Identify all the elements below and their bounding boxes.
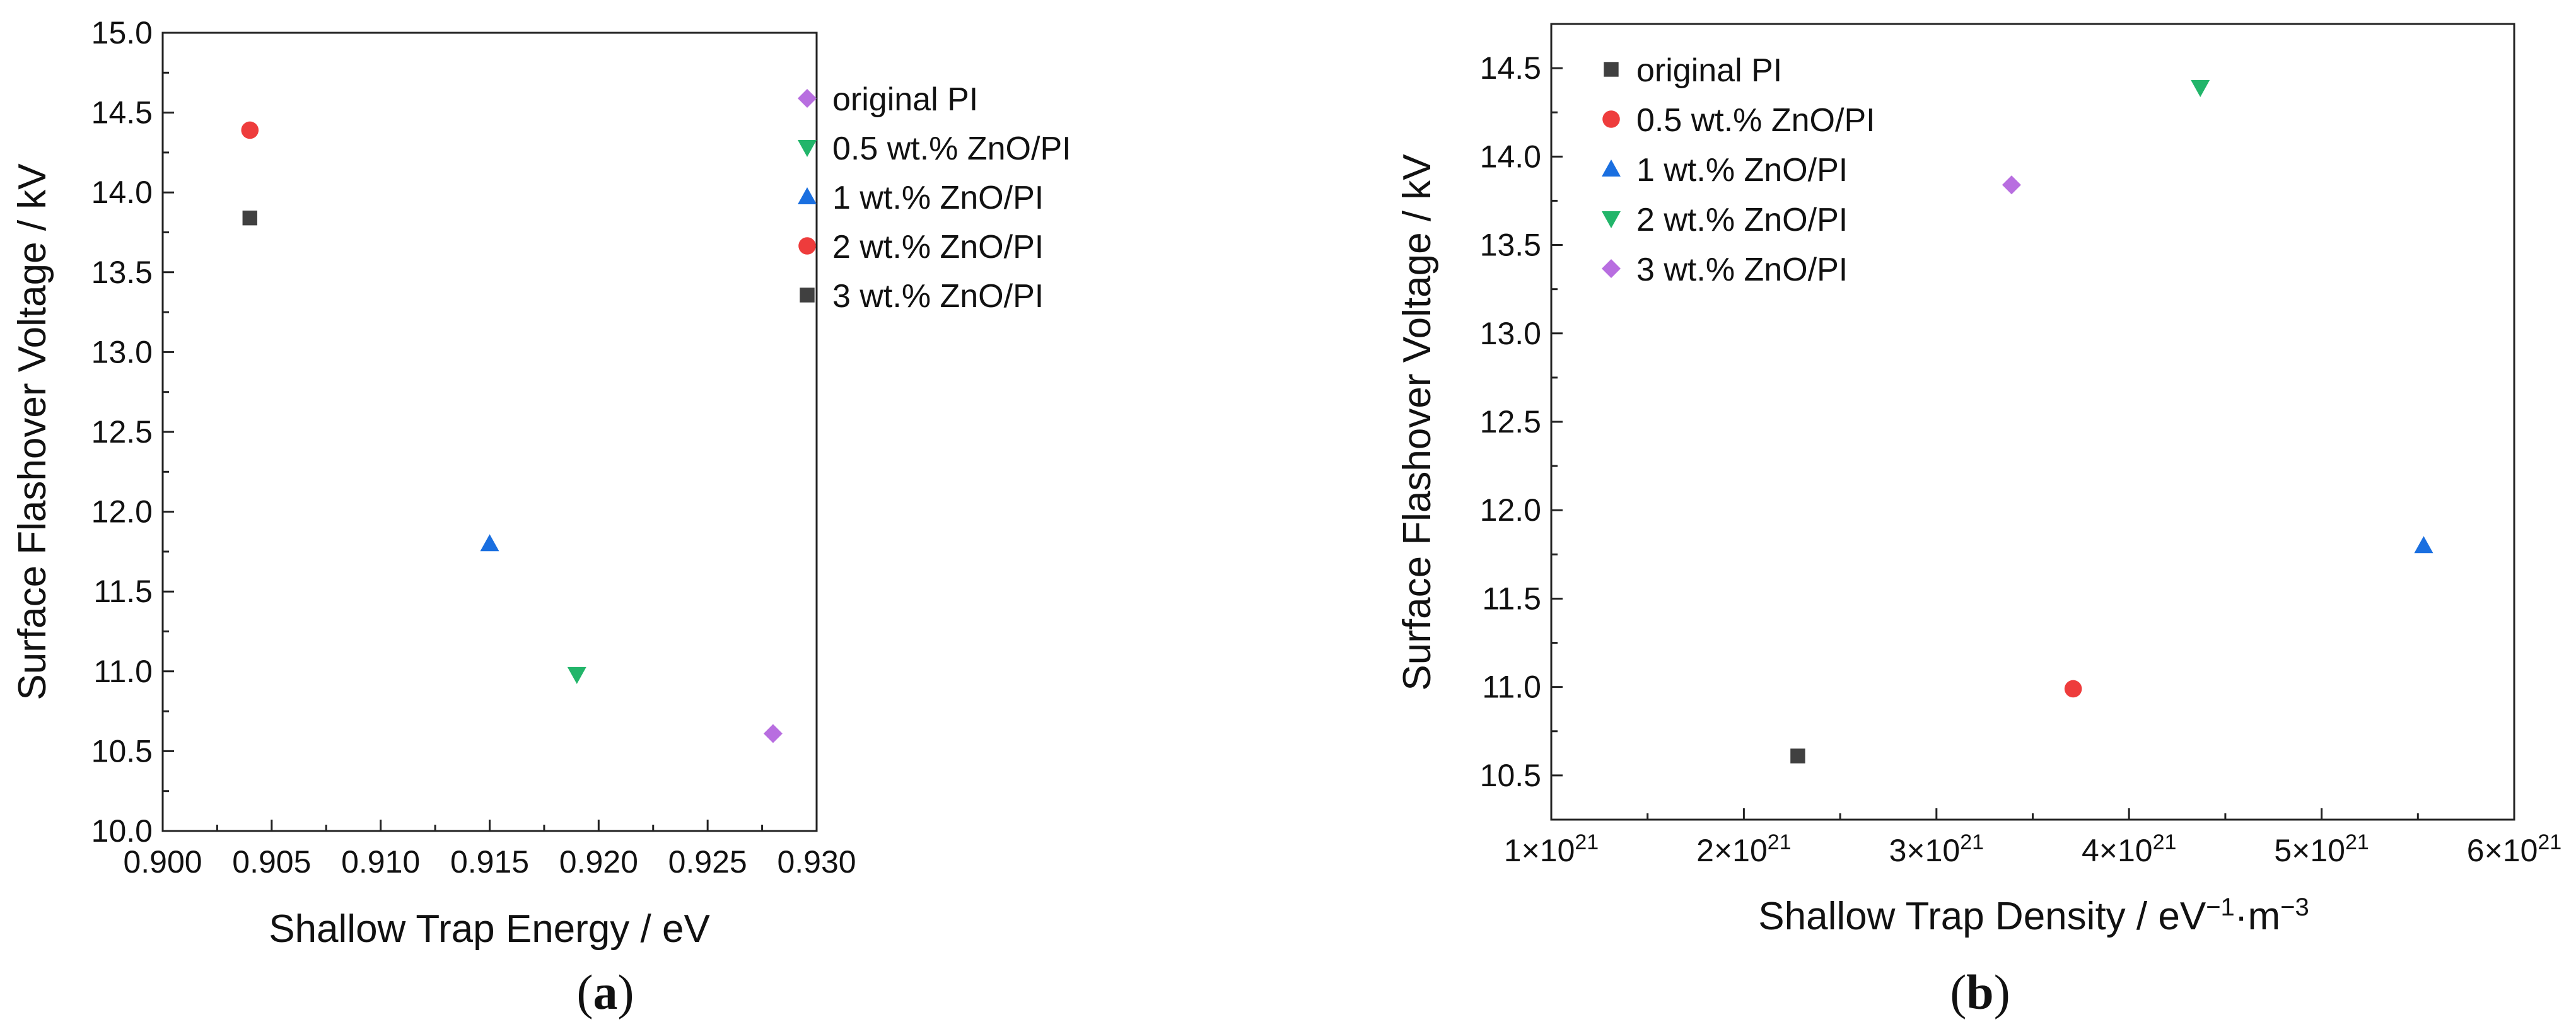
data-point-triangle-down — [567, 666, 586, 684]
y-tick-label: 14.0 — [91, 175, 153, 210]
y-tick-label: 13.0 — [1480, 316, 1541, 351]
y-tick-label: 12.0 — [91, 494, 153, 530]
legend-marker-circle — [1602, 110, 1620, 128]
legend-entry: 3 wt.% ZnO/PI — [832, 278, 1044, 315]
panel-b-plot-frame — [1550, 23, 2515, 821]
panel-b-y-axis-title: Surface Flashover Voltage / kV — [1396, 154, 1439, 691]
legend-entry: original PI — [832, 81, 978, 118]
y-tick-label: 13.5 — [91, 255, 153, 290]
data-point-circle — [241, 121, 259, 139]
legend-marker-square — [1604, 62, 1619, 77]
data-point-square — [242, 211, 257, 226]
legend-entry: 2 wt.% ZnO/PI — [832, 229, 1044, 265]
panel-a-plot-frame — [161, 32, 818, 832]
legend-entry: 1 wt.% ZnO/PI — [1636, 152, 1848, 189]
panel-b: 1×1021 2×1021 3×1021 4×1021 5×1021 6×1021 10.… — [1396, 23, 2561, 1019]
legend-entry: 2 wt.% ZnO/PI — [1636, 202, 1848, 238]
legend-entry: 0.5 wt.% ZnO/PI — [832, 131, 1071, 167]
data-point-triangle-down — [2191, 79, 2210, 97]
panel-a-label: (a) — [577, 965, 634, 1019]
data-point-circle — [2064, 680, 2082, 698]
y-tick-label: 12.5 — [1480, 404, 1541, 439]
y-tick-label: 11.0 — [1482, 670, 1541, 705]
panel-a-y-ticks: 10.0 10.5 11.0 11.5 12.0 12.5 13.0 13.5 14.0 14.5… — [91, 15, 174, 849]
data-point-diamond — [763, 724, 783, 743]
data-point-square — [1790, 748, 1805, 764]
y-tick-label: 12.0 — [1480, 492, 1541, 528]
panel-a-legend: original PI 0.5 wt.% ZnO/PI 1 wt.% ZnO/PI 2… — [798, 81, 1071, 315]
y-tick-label: 14.0 — [1480, 139, 1541, 174]
y-tick-label: 13.0 — [91, 334, 153, 369]
y-tick-label: 11.0 — [93, 654, 153, 689]
legend-marker-diamond — [798, 89, 817, 108]
legend-marker-square — [800, 288, 815, 303]
x-tick-label: 0.925 — [668, 844, 747, 880]
legend-marker-triangle-down — [798, 140, 817, 157]
y-tick-label: 10.5 — [91, 733, 153, 769]
data-point-diamond — [2002, 175, 2021, 195]
y-tick-label: 11.5 — [1482, 581, 1541, 616]
x-tick-label: 2×1021 — [1696, 830, 1791, 868]
legend-marker-triangle-down — [1602, 211, 1621, 228]
legend-marker-diamond — [1602, 259, 1621, 278]
y-tick-label: 11.5 — [93, 574, 153, 609]
panel-b-x-ticks: 1×1021 2×1021 3×1021 4×1021 5×1021 6×1021 — [1504, 808, 2561, 868]
legend-marker-triangle-up — [1602, 160, 1621, 177]
x-tick-label: 0.915 — [450, 844, 529, 880]
x-tick-label: 4×1021 — [2082, 830, 2176, 868]
panel-a-y-axis-title: Surface Flashover Voltage / kV — [11, 163, 54, 700]
legend-entry: 3 wt.% ZnO/PI — [1636, 252, 1848, 288]
panel-a-markers — [241, 121, 783, 743]
panel-b-legend: original PI 0.5 wt.% ZnO/PI 1 wt.% ZnO/PI 2… — [1602, 52, 1875, 288]
panel-a: 0.900 0.905 0.910 0.915 0.920 0.925 0.930 10.0… — [11, 15, 1071, 1019]
x-tick-label: 0.900 — [123, 844, 202, 880]
x-tick-label: 3×1021 — [1889, 830, 1984, 868]
y-tick-label: 14.5 — [1480, 50, 1541, 86]
data-point-triangle-up — [2414, 536, 2433, 554]
legend-marker-triangle-up — [798, 187, 817, 204]
y-tick-label: 14.5 — [91, 95, 153, 131]
x-tick-label: 5×1021 — [2274, 830, 2369, 868]
legend-entry: 0.5 wt.% ZnO/PI — [1636, 102, 1875, 139]
panel-b-label: (b) — [1950, 965, 2010, 1019]
y-tick-label: 10.5 — [1480, 758, 1541, 793]
x-tick-label: 0.920 — [559, 844, 638, 880]
panel-b-y-ticks: 10.5 11.0 11.5 12.0 12.5 13.0 13.5 14.0 14.5 — [1480, 50, 1563, 793]
x-tick-label: 1×1021 — [1504, 830, 1599, 868]
panel-b-markers — [1790, 79, 2433, 764]
x-tick-label: 0.930 — [777, 844, 856, 880]
x-tick-label: 0.905 — [232, 844, 311, 880]
y-tick-label: 12.5 — [91, 414, 153, 450]
y-tick-label: 15.0 — [91, 15, 153, 50]
y-tick-label: 13.5 — [1480, 228, 1541, 263]
data-point-triangle-up — [480, 534, 499, 552]
legend-marker-circle — [798, 237, 816, 255]
legend-entry: 1 wt.% ZnO/PI — [832, 180, 1044, 216]
legend-entry: original PI — [1636, 52, 1782, 89]
panel-a-x-ticks: 0.900 0.905 0.910 0.915 0.920 0.925 0.930 — [123, 820, 856, 880]
y-tick-label: 10.0 — [91, 813, 153, 849]
panel-b-x-axis-title: Shallow Trap Density / eV−1·m−3 — [1758, 893, 2309, 938]
panel-a-x-axis-title: Shallow Trap Energy / eV — [269, 907, 710, 951]
x-tick-label: 6×1021 — [2467, 830, 2561, 868]
x-tick-label: 0.910 — [341, 844, 420, 880]
